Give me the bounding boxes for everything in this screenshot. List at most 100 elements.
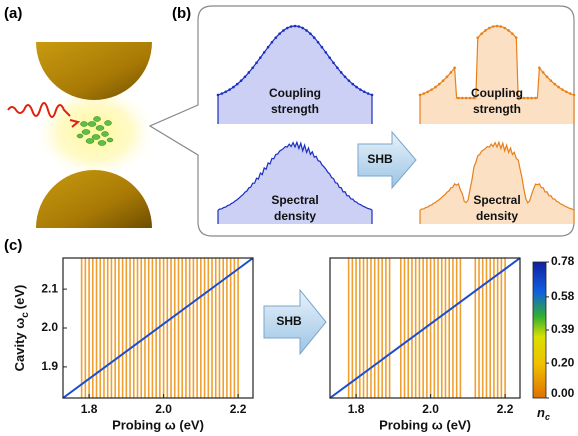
- x-tick-label: 2.0: [155, 402, 172, 416]
- schematic-dot: [453, 66, 456, 69]
- curve-label: strength: [271, 102, 319, 116]
- y-tick-label: 1.9: [41, 359, 58, 373]
- schematic-dot: [301, 27, 304, 30]
- colorbar-tick-label: 0.20: [551, 355, 575, 369]
- schematic-dot: [546, 75, 549, 78]
- schematic-dot: [348, 79, 351, 82]
- schematic-dot: [244, 75, 247, 78]
- schematic-dot: [224, 90, 227, 93]
- mirror: [36, 170, 152, 228]
- curve-label: strength: [473, 102, 521, 116]
- schematic-dot: [484, 29, 487, 32]
- colorbar-tick-label: 0.39: [551, 322, 575, 336]
- curve-label: density: [476, 209, 518, 223]
- panel-label: (a): [4, 5, 22, 22]
- x-tick-label: 2.2: [497, 402, 514, 416]
- schematic-dot: [367, 92, 370, 95]
- x-tick-label: 1.8: [81, 402, 98, 416]
- curve-label: Spectral: [473, 193, 520, 207]
- schematic-dot: [359, 88, 362, 91]
- curve-label: density: [274, 209, 316, 223]
- curve-label: Coupling: [471, 86, 523, 100]
- schematic-dot: [259, 56, 262, 59]
- schematic-dot: [371, 94, 374, 97]
- y-axis-label: Cavity ωc(eV): [12, 285, 30, 372]
- arrow-label: SHB: [276, 314, 302, 328]
- colorbar-label: nc: [537, 405, 550, 422]
- schematic-dot: [251, 66, 254, 69]
- schematic-dot: [290, 25, 293, 28]
- charts: 1.8 2.0 2.2 1.9 2.0 2.1 Probing ω (eV) Cavity ω…: [12, 254, 574, 432]
- colorbar: [533, 262, 546, 398]
- schematic-dot: [271, 41, 274, 44]
- schematic-dot: [309, 32, 312, 35]
- schematic-dot: [298, 25, 301, 28]
- cavity-illustration: [8, 42, 157, 228]
- schematic-dot: [465, 97, 468, 100]
- x-tick-label: 2.2: [230, 402, 247, 416]
- schematic-dot: [442, 79, 445, 82]
- x-tick-label: 1.8: [348, 402, 365, 416]
- schematic-dot: [430, 88, 433, 91]
- schematic-dot: [419, 94, 422, 97]
- curve-label: Spectral: [271, 193, 318, 207]
- schematic-dot: [232, 86, 235, 89]
- schematic-dot: [228, 88, 231, 91]
- schematic-dot: [476, 36, 479, 39]
- schematic-dot: [317, 41, 320, 44]
- schematic-dot: [450, 71, 453, 74]
- y-axis-label-unit: (eV): [12, 285, 27, 310]
- schematic-dot: [542, 71, 545, 74]
- schematic-dot: [461, 97, 464, 100]
- schematic-dot: [340, 71, 343, 74]
- colorbar-label-main: n: [537, 405, 545, 420]
- schematic-dot: [423, 92, 426, 95]
- schematic-dot: [278, 32, 281, 35]
- schematic-dot: [569, 92, 572, 95]
- schematic-dot: [488, 27, 491, 30]
- schematic-dot: [434, 86, 437, 89]
- schematic-dot: [527, 97, 530, 100]
- schematic-dot: [496, 25, 499, 28]
- schematic-dot: [274, 36, 277, 39]
- schematic-dot: [240, 79, 243, 82]
- schematic-dot: [507, 29, 510, 32]
- x-axis-label: Probing ω (eV): [379, 417, 471, 432]
- schematic-dot: [523, 97, 526, 100]
- schematic-dot: [553, 83, 556, 86]
- schematic-dot: [328, 56, 331, 59]
- y-tick-label: 2.1: [41, 281, 58, 295]
- schematic-dot: [530, 97, 533, 100]
- curve-label: Coupling: [269, 86, 321, 100]
- schematic-dot: [534, 97, 537, 100]
- schematic-dot: [282, 29, 285, 32]
- schematic-dot: [217, 94, 220, 97]
- schematic-dot: [325, 51, 328, 54]
- schematic-dot: [332, 61, 335, 64]
- schematic-dot: [446, 75, 449, 78]
- colorbar-tick-label: 0.58: [551, 289, 575, 303]
- schematic-dot: [221, 92, 224, 95]
- schematic-dot: [267, 46, 270, 49]
- schematic-dot: [511, 32, 514, 35]
- schematic-dot: [355, 86, 358, 89]
- schematic-dot: [557, 86, 560, 89]
- schematic-dot: [336, 66, 339, 69]
- schematic-dot: [538, 66, 541, 69]
- colorbar-tick-label: 0.00: [551, 386, 575, 400]
- figure: (a) (b) (c) Coupling strength Spectral d…: [0, 0, 578, 436]
- schematic-dot: [236, 83, 239, 86]
- schematic-dot: [321, 46, 324, 49]
- schematic-dot: [492, 25, 495, 28]
- schematic-dot: [255, 61, 258, 64]
- schematic-dot: [248, 71, 251, 74]
- arrow-label: SHB: [367, 152, 393, 166]
- schematic-dot: [550, 79, 553, 82]
- schematic-dot: [500, 25, 503, 28]
- colorbar-tick-label: 0.78: [551, 254, 575, 268]
- schematic-dot: [305, 29, 308, 32]
- schematic-dot: [426, 90, 429, 93]
- schematic-dot: [515, 36, 518, 39]
- y-tick-label: 2.0: [41, 320, 58, 334]
- y-axis-label-main: Cavity ω: [12, 318, 27, 372]
